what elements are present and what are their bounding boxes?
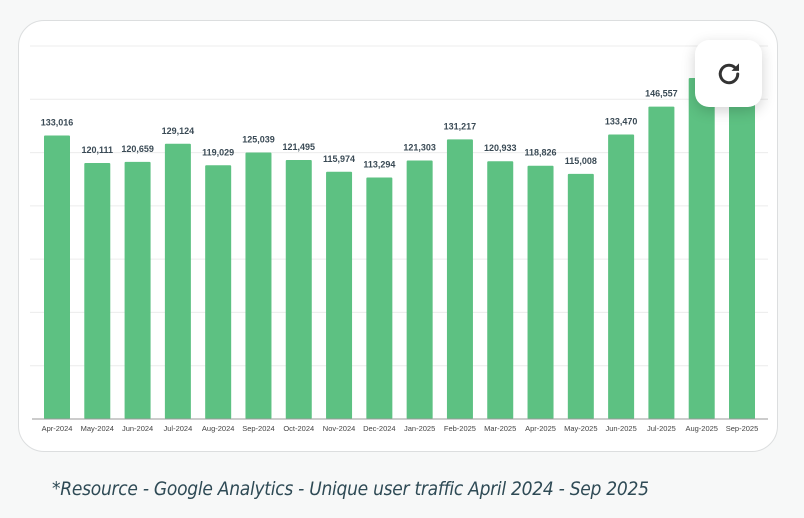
x-tick-label: May-2024 <box>81 424 114 433</box>
source-caption: *Resource - Google Analytics - Unique us… <box>52 478 649 500</box>
data-label: 120,111 <box>82 145 114 155</box>
bar <box>245 152 272 420</box>
x-tick-label: Jun-2024 <box>122 424 153 433</box>
bar <box>446 139 473 419</box>
data-label: 113,294 <box>363 160 395 170</box>
bar <box>487 161 514 420</box>
data-label: 129,124 <box>162 126 195 136</box>
bar <box>729 67 755 420</box>
x-tick-label: Sep-2024 <box>242 424 275 433</box>
x-tick-label: Nov-2024 <box>323 424 356 433</box>
data-label: 125,039 <box>242 134 275 144</box>
bar <box>84 162 111 419</box>
data-label: 119,029 <box>202 147 234 157</box>
x-tick-label: Apr-2025 <box>525 424 556 433</box>
data-label: 115,008 <box>565 156 597 166</box>
bar <box>608 134 635 419</box>
bar <box>366 177 393 419</box>
bar <box>205 165 232 419</box>
x-tick-label: Aug-2025 <box>685 424 718 433</box>
x-tick-label: Apr-2024 <box>42 424 73 433</box>
bar <box>164 143 191 419</box>
bar <box>688 77 715 419</box>
refresh-button[interactable] <box>695 40 762 107</box>
data-label: 115,974 <box>323 154 355 164</box>
refresh-icon <box>718 62 739 84</box>
x-tick-label: Dec-2024 <box>363 424 396 433</box>
x-tick-label: Mar-2025 <box>484 424 516 433</box>
x-tick-label: Aug-2024 <box>202 424 235 433</box>
bar <box>124 161 151 419</box>
data-label: 121,303 <box>403 142 436 152</box>
data-label: 133,016 <box>41 117 74 127</box>
data-label: 131,217 <box>444 121 477 131</box>
x-tick-label: Jul-2025 <box>647 424 676 433</box>
x-tick-label: Jun-2025 <box>605 424 636 433</box>
bar <box>406 160 433 419</box>
bar <box>326 171 353 419</box>
bar <box>285 160 312 419</box>
data-label: 121,495 <box>282 142 315 152</box>
x-tick-label: Oct-2024 <box>283 424 314 433</box>
bar <box>44 135 70 419</box>
bar <box>527 165 554 419</box>
x-tick-label: Sep-2025 <box>726 424 759 433</box>
bar <box>648 106 675 420</box>
x-tick-label: Jan-2025 <box>404 424 435 433</box>
bar <box>567 173 594 419</box>
data-label: 120,933 <box>484 143 517 153</box>
data-label: 120,659 <box>121 144 154 154</box>
x-tick-label: Jul-2024 <box>163 424 192 433</box>
data-label: 118,826 <box>525 148 557 158</box>
x-tick-label: Feb-2025 <box>444 424 476 433</box>
x-tick-label: May-2025 <box>564 424 597 433</box>
data-label: 133,470 <box>605 117 638 127</box>
data-label: 146,557 <box>645 89 678 99</box>
